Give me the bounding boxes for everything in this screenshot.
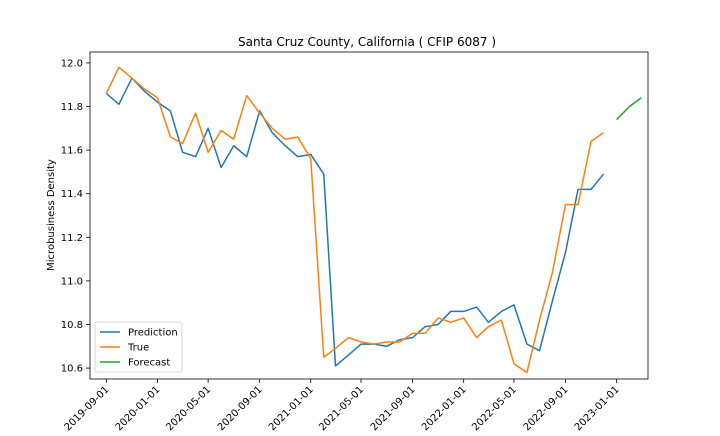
y-axis-label: Microbusiness Density [46,159,57,271]
series-line-prediction [105,77,605,367]
y-tick-label: 10.6 [61,364,83,375]
legend-label-prediction: Prediction [128,328,178,339]
y-tick-label: 10.8 [61,320,83,331]
series-line-true [105,66,605,374]
series-line-forecast [616,97,642,121]
y-tick-label: 11.8 [61,102,83,113]
axes-frame [89,51,649,380]
y-tick-label: 11.0 [61,276,83,287]
legend-label-true: True [127,343,149,354]
legend-box [94,321,183,373]
legend-label-forecast: Forecast [128,358,170,369]
chart-title: Santa Cruz County, California ( CFIP 608… [238,35,496,49]
y-tick-label: 11.2 [61,233,83,244]
y-tick-label: 11.4 [61,189,83,200]
y-tick-label: 11.6 [61,146,83,157]
legend: Prediction True Forecast [94,321,183,373]
y-tick-label: 12.0 [61,58,83,69]
